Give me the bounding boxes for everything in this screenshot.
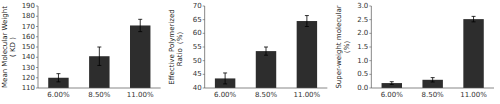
error-bar xyxy=(305,16,309,27)
y-axis-label-line: Effective Polymerized xyxy=(168,9,176,84)
error-bar xyxy=(97,47,101,65)
error-cap xyxy=(56,81,60,82)
y-axis-line xyxy=(371,6,372,88)
error-bar xyxy=(223,73,227,84)
error-cap xyxy=(223,72,227,73)
y-tick-label: 55 xyxy=(193,43,202,51)
error-bar xyxy=(56,74,60,82)
y-axis-label-line: ( KD ) xyxy=(9,37,17,57)
y-tick-label: 2.0 xyxy=(357,29,368,37)
y-tick-label: 160 xyxy=(22,33,35,41)
error-cap xyxy=(56,73,60,74)
error-cap xyxy=(390,81,394,82)
bar xyxy=(463,19,483,88)
x-tick-label: 6.00% xyxy=(381,91,404,99)
y-axis-label: Effective PolymerizedRatio（%） xyxy=(168,9,184,84)
y-tick-label: 150 xyxy=(22,43,35,51)
error-line xyxy=(391,82,392,85)
x-tick-label: 11.00% xyxy=(127,91,154,99)
error-cap xyxy=(264,47,268,48)
error-cap xyxy=(472,21,476,22)
error-cap xyxy=(390,84,394,85)
error-cap xyxy=(431,77,435,78)
y-tick-label: 140 xyxy=(22,53,35,61)
y-tick-label: 45 xyxy=(193,70,202,78)
x-tick-label: 11.00% xyxy=(460,91,487,99)
error-cap xyxy=(431,81,435,82)
y-axis-label-line: Mean Molecular Weight xyxy=(1,6,9,88)
x-tick-label: 8.50% xyxy=(88,91,111,99)
error-line xyxy=(58,74,59,82)
y-axis-label-line: Super-weight molecular xyxy=(335,5,343,88)
error-line xyxy=(266,47,267,55)
bar xyxy=(256,51,276,88)
y-tick-label: 110 xyxy=(22,84,35,92)
error-bar xyxy=(431,78,435,82)
marks xyxy=(215,16,317,88)
x-tick-label: 11.00% xyxy=(294,91,321,99)
y-tick-label: 0.5 xyxy=(357,70,368,78)
marks xyxy=(48,19,150,88)
error-cap xyxy=(138,31,142,32)
x-axis-line xyxy=(371,88,494,89)
x-axis-line xyxy=(205,88,328,89)
y-tick-label: 65 xyxy=(193,16,202,24)
y-tick-label: 120 xyxy=(22,74,35,82)
x-tick-label: 8.50% xyxy=(422,91,445,99)
y-tick-label: 0.0 xyxy=(357,84,368,92)
y-tick-label: 130 xyxy=(22,64,35,72)
error-line xyxy=(306,16,307,27)
y-axis-label: Super-weight molecular（%） xyxy=(335,5,351,88)
y-tick-label: 50 xyxy=(193,57,202,65)
error-cap xyxy=(472,16,476,17)
figure: 110 120 130 140 150 160 170 180 190 Mean Molecula… xyxy=(0,0,500,104)
y-axis-line xyxy=(204,6,205,88)
chart-panel: 0.0 0.5 1.0 1.5 2.0 2.5 3.0 Super-weight molecu… xyxy=(335,2,494,99)
y-tick-label: 40 xyxy=(193,84,202,92)
x-tick-label: 8.50% xyxy=(255,91,278,99)
y-axis-label-line: （%） xyxy=(343,37,351,58)
chart-panel: 40 45 50 55 60 65 70 Effective PolymerizedRatio… xyxy=(168,2,327,99)
y-tick-label: 1.0 xyxy=(357,57,368,65)
y-axis-label-line: Ratio（%） xyxy=(176,28,184,67)
y-tick-label: 70 xyxy=(193,2,202,10)
x-tick-label: 6.00% xyxy=(47,91,70,99)
marks xyxy=(382,16,484,88)
error-bar xyxy=(472,16,476,21)
y-tick-label: 180 xyxy=(22,12,35,20)
error-line xyxy=(99,47,100,65)
error-cap xyxy=(305,26,309,27)
x-tick-label: 6.00% xyxy=(214,91,237,99)
bar xyxy=(297,21,317,88)
y-tick-label: 60 xyxy=(193,29,202,37)
error-line xyxy=(473,16,474,21)
error-bar xyxy=(138,19,142,31)
bar xyxy=(130,25,150,88)
error-cap xyxy=(138,19,142,20)
error-cap xyxy=(305,15,309,16)
error-line xyxy=(140,19,141,31)
y-axis-label: Mean Molecular Weight( KD ) xyxy=(1,6,17,88)
y-tick-label: 2.5 xyxy=(357,16,368,24)
y-tick-label: 170 xyxy=(22,23,35,31)
error-bar xyxy=(264,47,268,55)
error-line xyxy=(432,78,433,82)
chart-panel: 110 120 130 140 150 160 170 180 190 Mean Molecula… xyxy=(1,2,160,99)
y-tick-label: 3.0 xyxy=(357,2,368,10)
error-cap xyxy=(97,65,101,66)
x-axis-line xyxy=(38,88,161,89)
y-tick-label: 1.5 xyxy=(357,43,368,51)
error-cap xyxy=(97,47,101,48)
error-bar xyxy=(390,82,394,85)
error-cap xyxy=(264,55,268,56)
y-tick-label: 190 xyxy=(22,2,35,10)
error-cap xyxy=(223,83,227,84)
y-axis-line xyxy=(38,6,39,88)
error-line xyxy=(225,73,226,84)
